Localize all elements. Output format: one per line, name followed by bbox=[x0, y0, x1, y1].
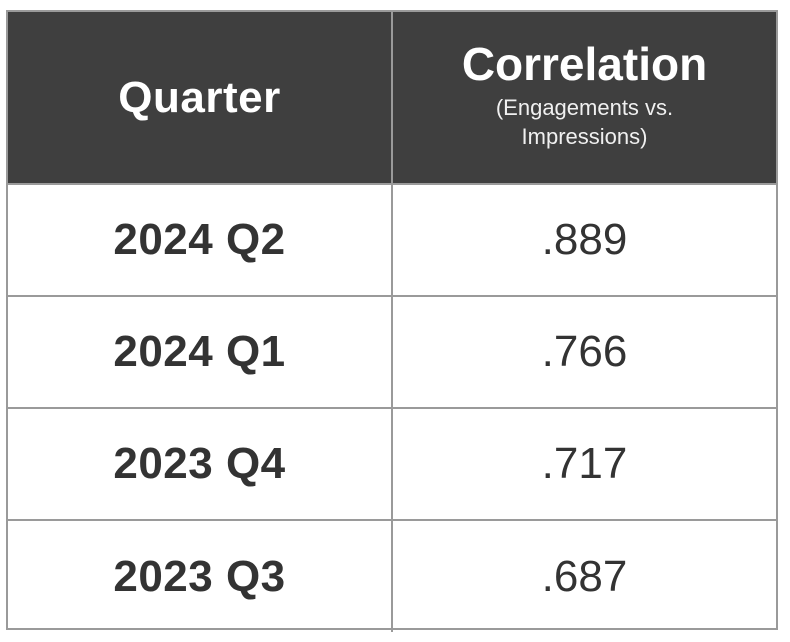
quarter-cell: 2023 Q4 bbox=[8, 408, 393, 521]
correlation-value-cell: .889 bbox=[392, 184, 776, 297]
table-row: 2023 Q3 .687 bbox=[8, 520, 776, 632]
quarter-cell: 2023 Q3 bbox=[8, 520, 393, 632]
correlation-column-header: Correlation (Engagements vs. Impressions… bbox=[392, 12, 776, 185]
table-row: 2024 Q2.889 bbox=[8, 184, 776, 297]
quarter-cell: 2024 Q2 bbox=[8, 184, 393, 297]
correlation-header-subtitle: (Engagements vs. Impressions) bbox=[495, 94, 674, 149]
quarter-header-label: Quarter bbox=[118, 72, 281, 122]
quarter-column-header: Quarter bbox=[8, 12, 393, 185]
correlation-header-label: Correlation bbox=[461, 37, 708, 90]
correlation-table-container: Quarter Correlation (Engagements vs. Imp… bbox=[6, 10, 778, 632]
table-row: 2023 Q4.717 bbox=[8, 408, 776, 521]
correlation-value-cell: .766 bbox=[392, 296, 776, 409]
correlation-table: Quarter Correlation (Engagements vs. Imp… bbox=[8, 12, 776, 632]
correlation-value-cell: .687 bbox=[541, 551, 628, 601]
table-body: 2024 Q2.889 2024 Q1.766 2023 Q4.717 2023 Q3… bbox=[8, 184, 776, 632]
table-header-row: Quarter Correlation (Engagements vs. Imp… bbox=[8, 12, 776, 185]
table-row: 2024 Q1.766 bbox=[8, 296, 776, 409]
quarter-cell: 2024 Q1 bbox=[8, 296, 393, 409]
correlation-value-cell: .717 bbox=[392, 408, 776, 521]
